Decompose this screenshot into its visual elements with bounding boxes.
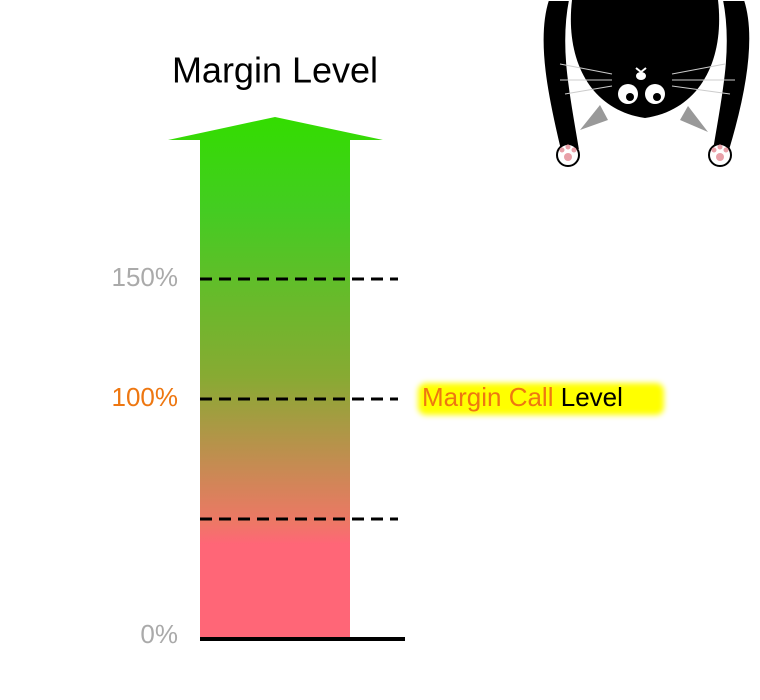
highlight [418, 383, 664, 415]
callout-highlight: Margin Call [422, 382, 554, 412]
cat-illustration [541, 0, 752, 167]
level-label: 0% [140, 619, 178, 649]
level-label: 100% [112, 382, 179, 412]
level-column [168, 117, 383, 638]
title: Margin Level [172, 50, 378, 91]
level-label: 150% [112, 262, 179, 292]
callout-rest: Level [561, 382, 623, 412]
callout: Margin Call Level [422, 382, 623, 412]
level-lines [200, 277, 398, 521]
